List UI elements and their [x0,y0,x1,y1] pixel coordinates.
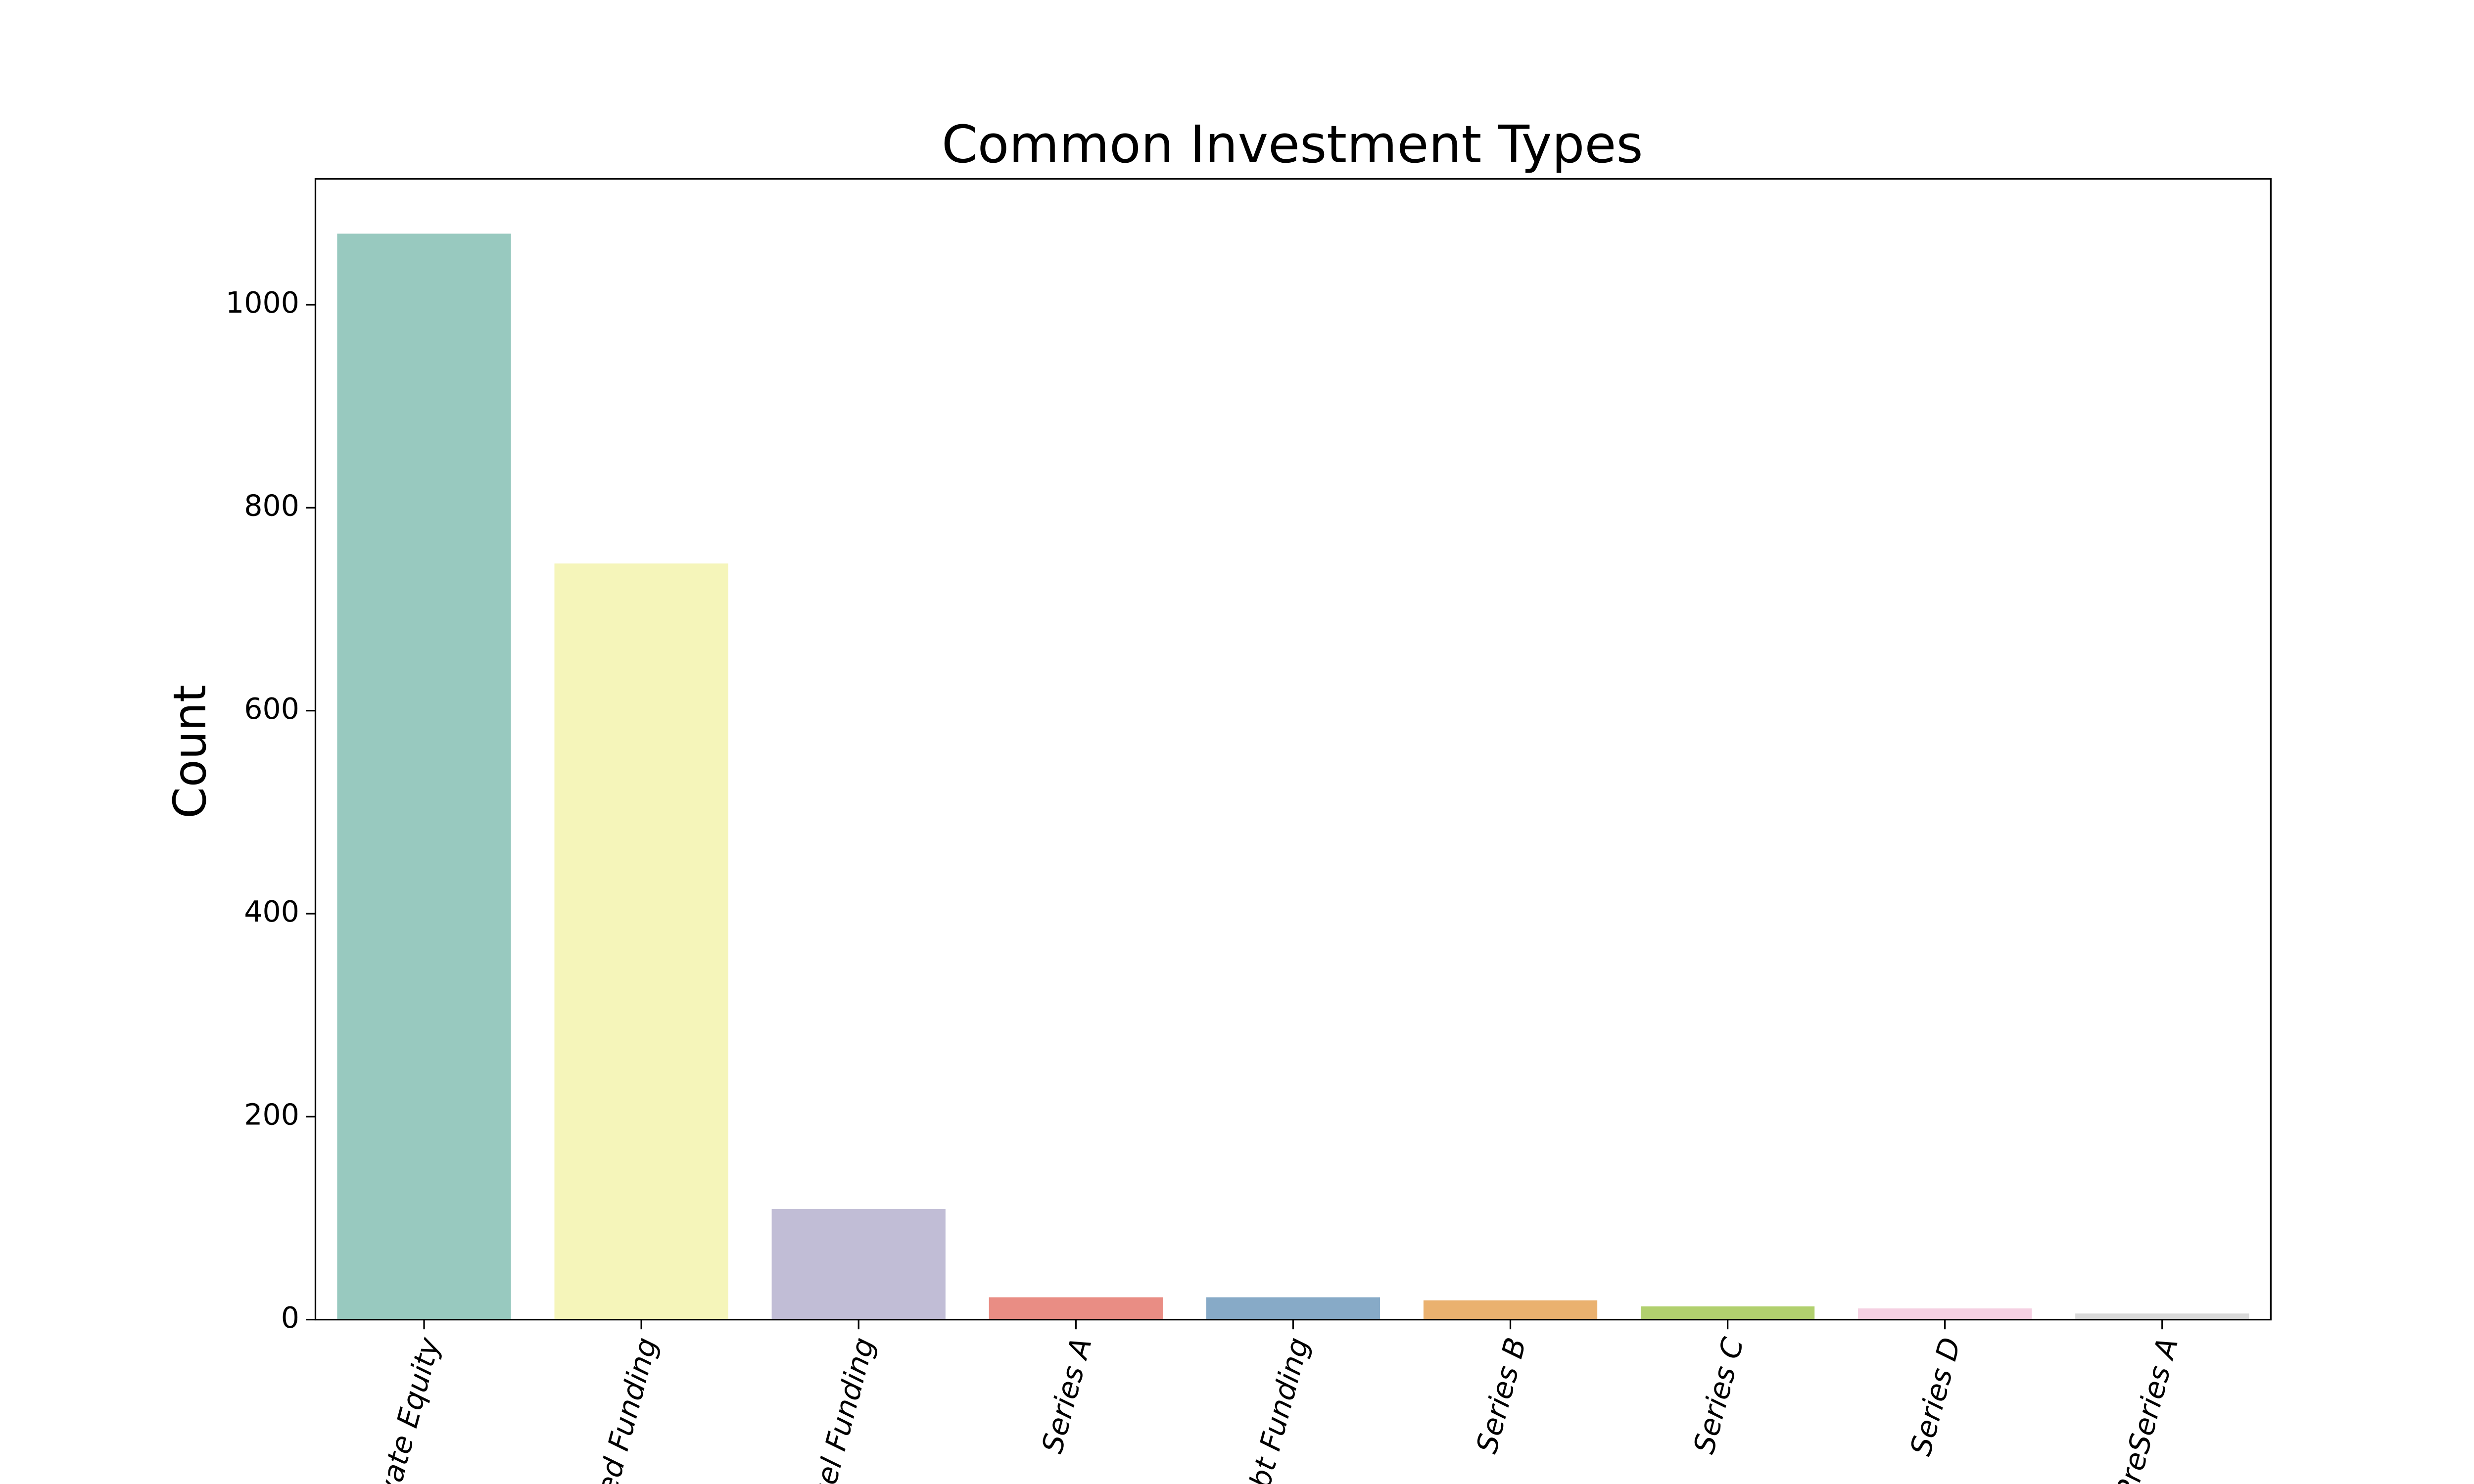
bar [989,1297,1163,1320]
bar [337,233,511,1320]
y-tick-label: 600 [244,692,299,726]
bar [1858,1308,2032,1320]
y-tick-label: 1000 [226,286,299,320]
bar [1423,1300,1598,1320]
plot-frame [314,178,2272,1321]
y-axis-label: Count [164,685,216,818]
bar [1640,1306,1815,1320]
bar [771,1209,946,1320]
bar [554,563,728,1320]
y-tick-label: 0 [281,1301,299,1335]
bar [2075,1313,2249,1320]
chart-title: Common Investment Types [942,114,1643,175]
bar [1206,1297,1380,1320]
y-tick-label: 400 [244,895,299,928]
y-tick-label: 800 [244,489,299,522]
y-tick-label: 200 [244,1098,299,1131]
